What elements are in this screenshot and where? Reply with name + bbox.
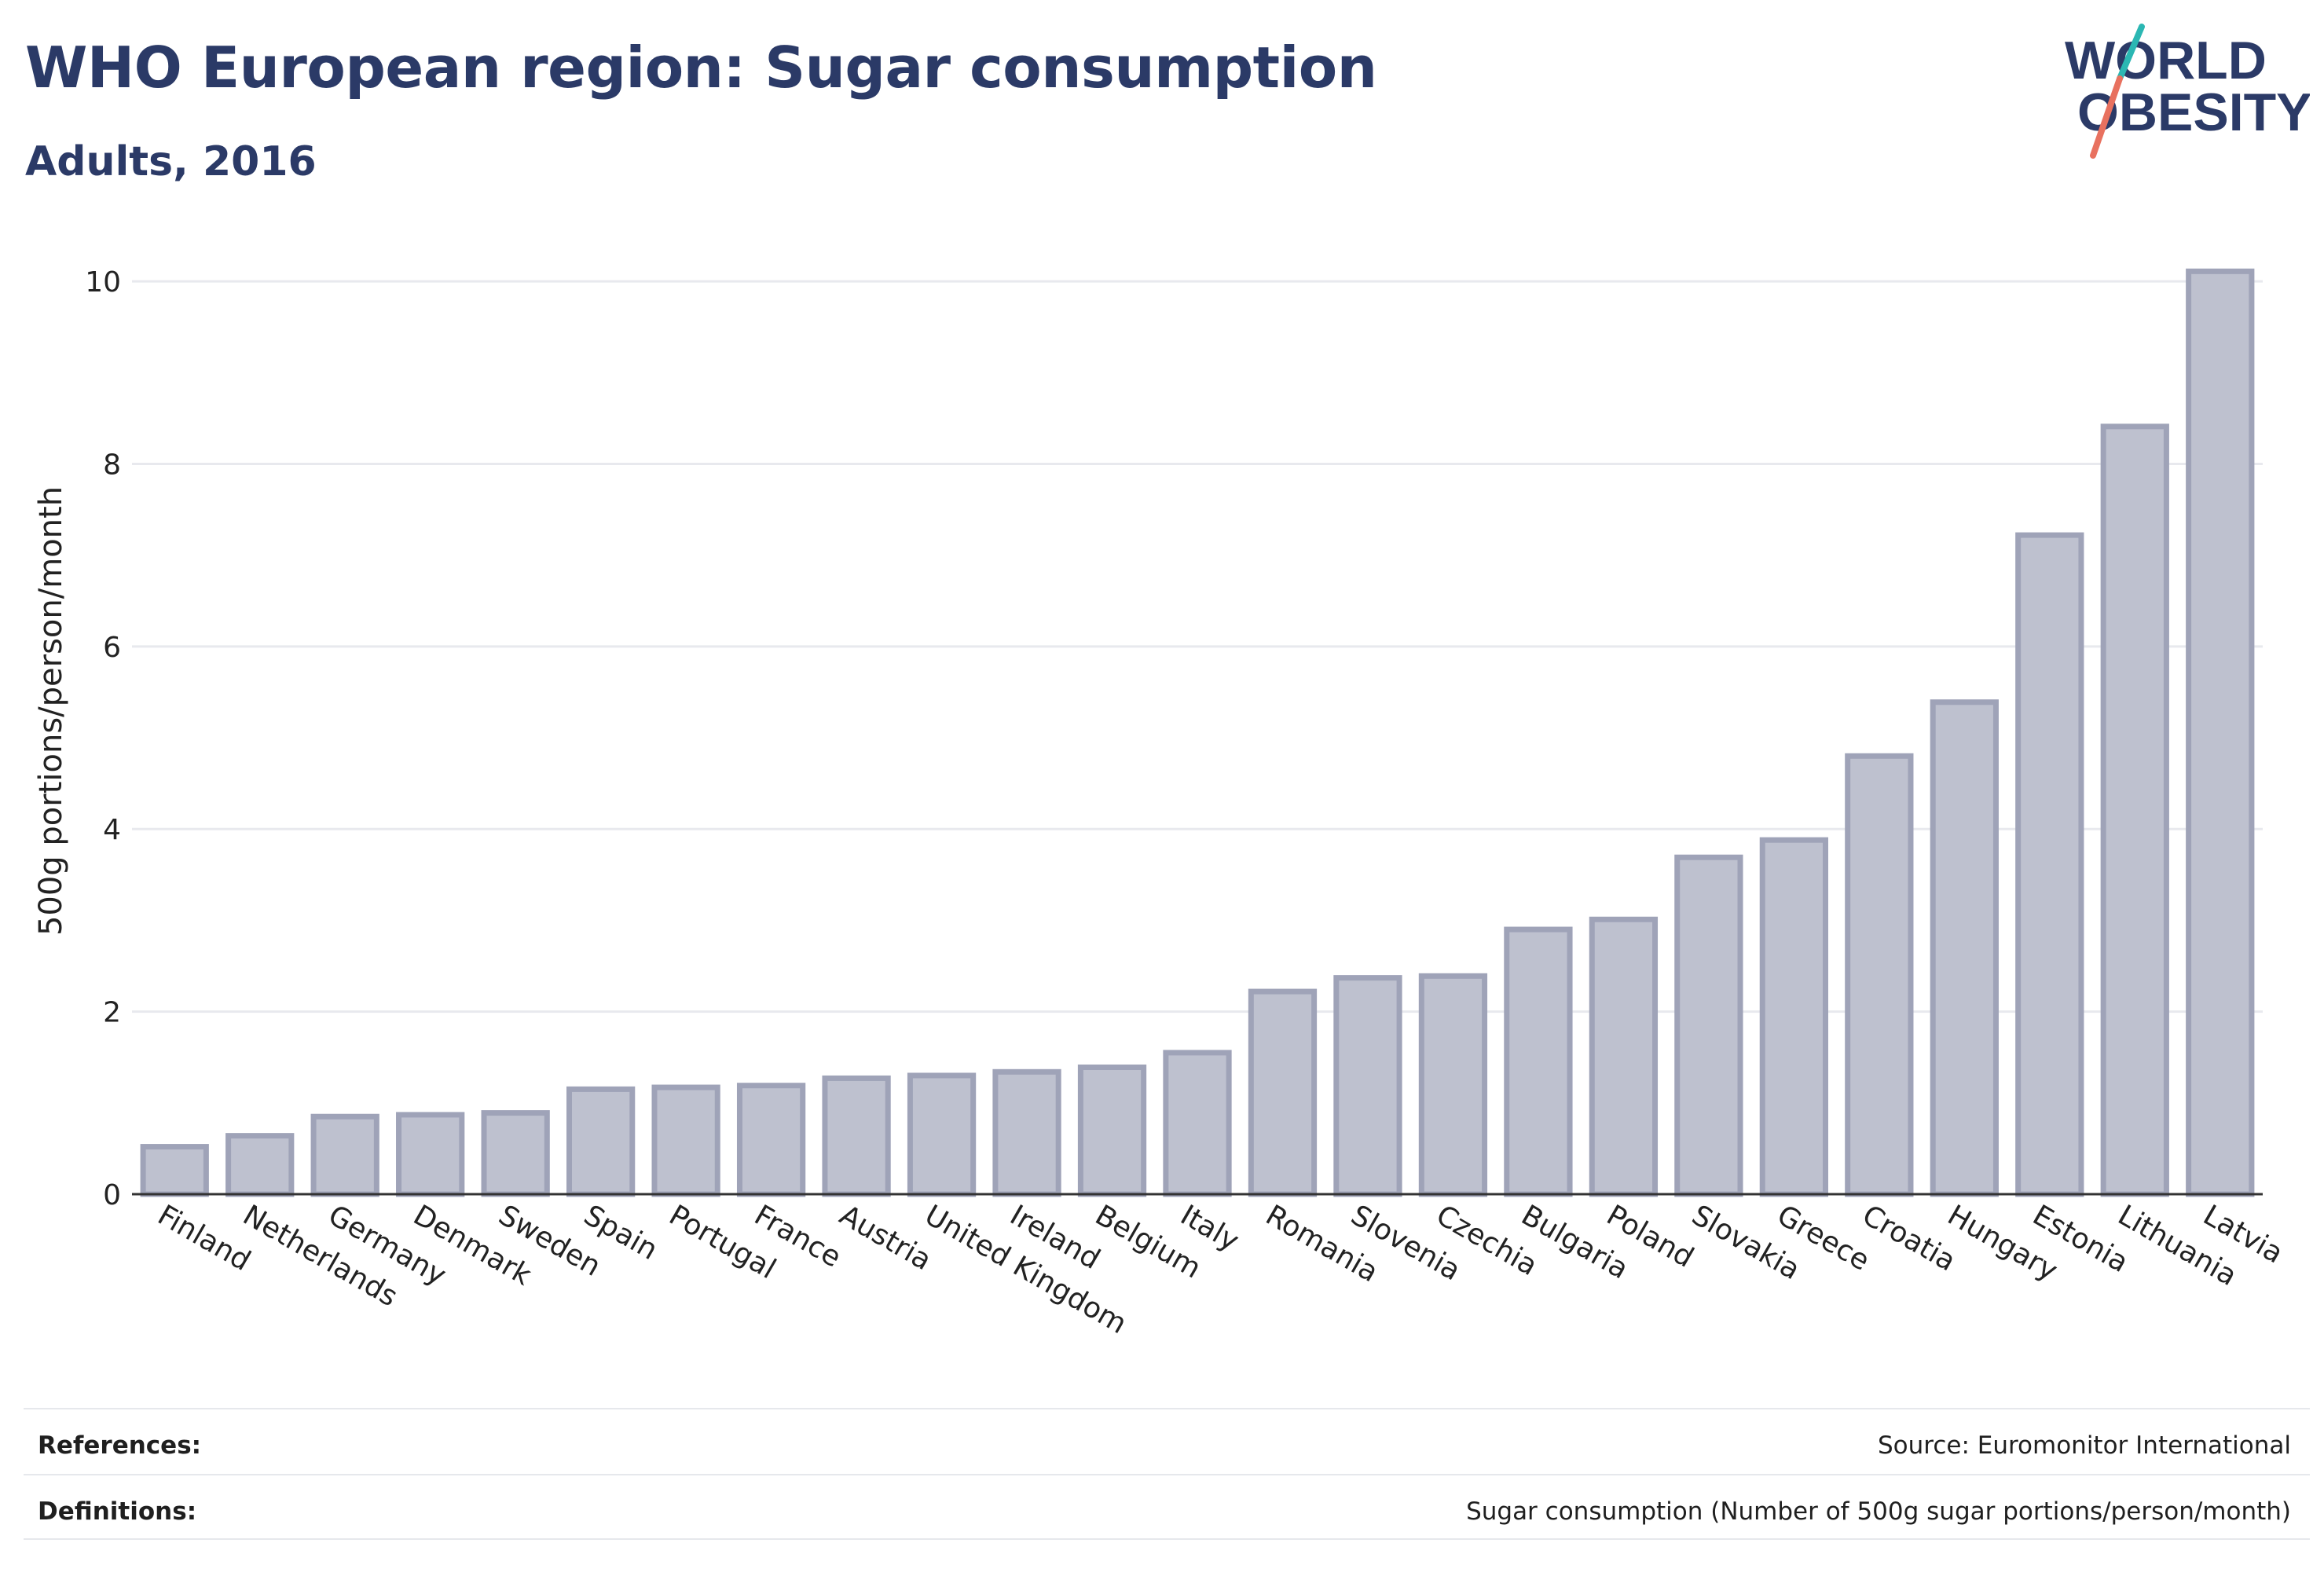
references-value: Source: Euromonitor International: [1877, 1431, 2291, 1460]
bar-latvia: [2186, 268, 2255, 1197]
bar-austria: [822, 1075, 891, 1197]
bar-finland: [140, 1144, 209, 1197]
bar-france: [736, 1083, 806, 1197]
x-tick-label: Finland: [152, 1199, 256, 1277]
bar-slovenia: [1333, 975, 1402, 1197]
definitions-label: Definitions:: [38, 1497, 197, 1526]
footer-divider-top: [24, 1408, 2310, 1409]
bar-croatia: [1845, 753, 1914, 1197]
y-axis-ticks: 0 2 4 6 8 10: [85, 266, 121, 1211]
y-tick-label: 6: [103, 632, 121, 664]
y-tick-label: 8: [103, 449, 121, 481]
footer-divider-bottom: [24, 1538, 2310, 1540]
definitions-value: Sugar consumption (Number of 500g sugar …: [1466, 1497, 2291, 1526]
bar-bulgaria: [1504, 926, 1573, 1197]
bar-czechia: [1418, 973, 1488, 1197]
bar-belgium: [1077, 1064, 1147, 1197]
y-tick-label: 0: [103, 1179, 121, 1211]
bar-hungary: [1930, 699, 1999, 1197]
bar-lithuania: [2100, 423, 2169, 1197]
bar-netherlands: [225, 1133, 295, 1197]
chart-subtitle: Adults, 2016: [25, 138, 317, 185]
y-tick-label: 10: [85, 266, 121, 299]
x-axis-ticks: FinlandNetherlandsGermanyDenmarkSwedenSp…: [152, 1199, 2289, 1340]
bar-chart: 0 2 4 6 8 10 FinlandNetherlandsGermanyDenmark…: [33, 266, 2289, 1340]
y-tick-label: 4: [103, 814, 121, 846]
bar-poland: [1589, 916, 1659, 1197]
footer-divider-middle: [24, 1474, 2310, 1475]
references-label: References:: [38, 1431, 202, 1460]
bar-slovakia: [1674, 854, 1743, 1197]
chart-title: WHO European region: Sugar consumption: [25, 35, 1377, 101]
bar-greece: [1759, 837, 1828, 1197]
world-obesity-logo: WORLD OBESITY: [2065, 24, 2310, 159]
bar-ireland: [992, 1068, 1061, 1197]
logo-slash-bottom: [2090, 75, 2123, 159]
bar-romania: [1248, 988, 1318, 1197]
y-axis-label: 500g portions/person/month: [33, 486, 69, 936]
bar-germany: [310, 1113, 379, 1197]
logo-slash-top: [2117, 24, 2145, 82]
x-tick-label: Austria: [834, 1199, 937, 1277]
logo-word-world: WORLD: [2065, 31, 2267, 90]
bars: [140, 268, 2255, 1197]
x-tick-label: Croatia: [1857, 1199, 1961, 1277]
bar-portugal: [651, 1084, 720, 1197]
bar-denmark: [396, 1112, 465, 1197]
bar-estonia: [2015, 532, 2084, 1197]
bar-united-kingdom: [907, 1072, 977, 1197]
bar-spain: [566, 1086, 636, 1197]
y-tick-label: 2: [103, 997, 121, 1029]
bar-italy: [1163, 1050, 1232, 1197]
bar-sweden: [481, 1110, 550, 1197]
